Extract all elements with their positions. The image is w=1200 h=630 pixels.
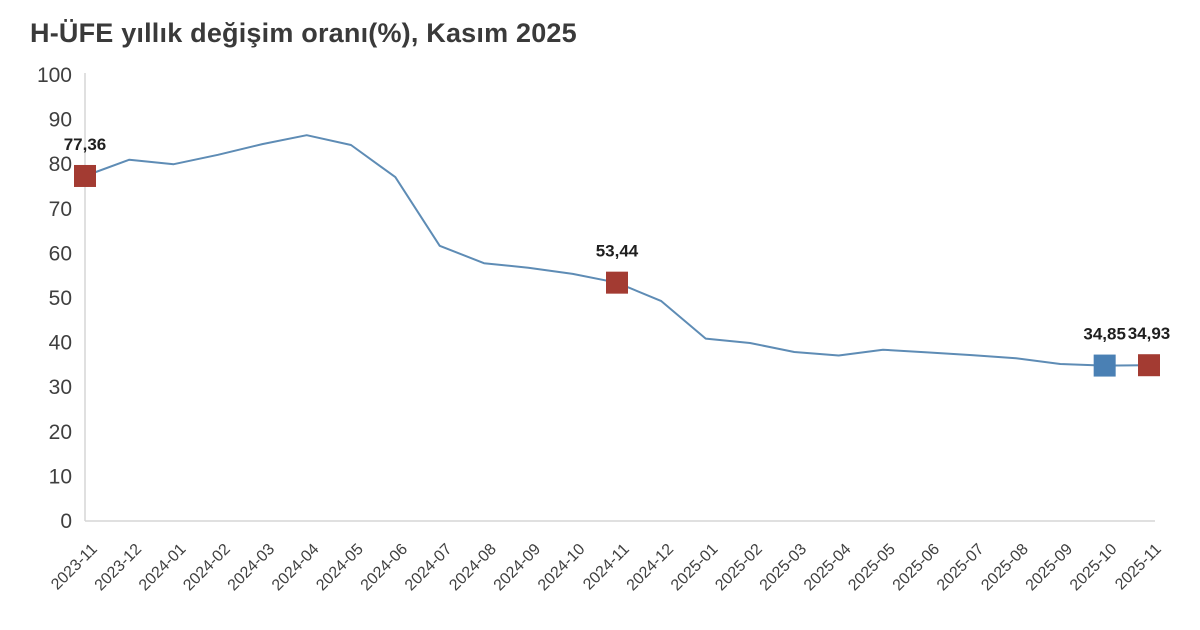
x-tick-label: 2025-10	[1067, 541, 1121, 595]
x-tick-label: 2024-06	[358, 541, 412, 595]
data-point-marker	[74, 164, 96, 187]
chart-title: H-ÜFE yıllık değişim oranı(%), Kasım 202…	[30, 18, 577, 48]
y-tick-label: 0	[60, 510, 72, 533]
y-tick-label: 30	[49, 376, 72, 399]
x-tick-label: 2024-08	[446, 541, 500, 595]
x-tick-label: 2024-05	[313, 541, 367, 595]
y-tick-label: 100	[37, 64, 72, 87]
y-tick-label: 60	[49, 242, 72, 265]
data-point-value-label: 34,93	[1128, 324, 1171, 343]
data-point-value-label: 77,36	[64, 135, 107, 154]
x-tick-label: 2024-09	[491, 541, 545, 595]
x-tick-label: 2025-05	[845, 541, 899, 595]
x-tick-label: 2025-06	[890, 541, 944, 595]
data-point-marker	[1138, 354, 1160, 377]
x-tick-label: 2025-01	[668, 541, 722, 595]
data-point-marker	[1093, 354, 1116, 377]
x-tick-label: 2025-02	[712, 541, 766, 595]
x-tick-label: 2024-02	[180, 541, 234, 595]
y-tick-label: 10	[49, 465, 72, 488]
x-tick-label: 2023-12	[92, 541, 146, 595]
y-tick-label: 70	[49, 198, 72, 221]
x-tick-label: 2024-07	[402, 541, 456, 595]
y-tick-label: 50	[49, 287, 72, 310]
x-tick-label: 2024-03	[225, 541, 279, 595]
x-tick-label: 2025-04	[801, 541, 855, 595]
x-tick-label: 2024-11	[580, 541, 633, 594]
x-tick-label: 2024-04	[269, 541, 323, 595]
y-tick-label: 40	[49, 332, 72, 355]
x-tick-label: 2024-01	[136, 541, 190, 595]
x-tick-label: 2023-11	[48, 541, 101, 594]
y-tick-label: 90	[49, 109, 72, 132]
x-tick-label: 2025-08	[978, 541, 1032, 595]
data-point-value-label: 53,44	[596, 242, 639, 261]
x-tick-label: 2025-07	[934, 541, 988, 595]
y-tick-label: 20	[49, 421, 72, 444]
data-point-marker	[606, 271, 628, 294]
x-tick-label: 2025-11	[1112, 541, 1165, 594]
x-tick-label: 2024-10	[535, 541, 589, 595]
data-point-value-label: 34,85	[1083, 325, 1126, 344]
y-tick-label: 80	[49, 153, 72, 176]
x-tick-label: 2025-03	[757, 541, 811, 595]
x-tick-label: 2024-12	[624, 541, 678, 595]
x-tick-label: 2025-09	[1023, 541, 1077, 595]
